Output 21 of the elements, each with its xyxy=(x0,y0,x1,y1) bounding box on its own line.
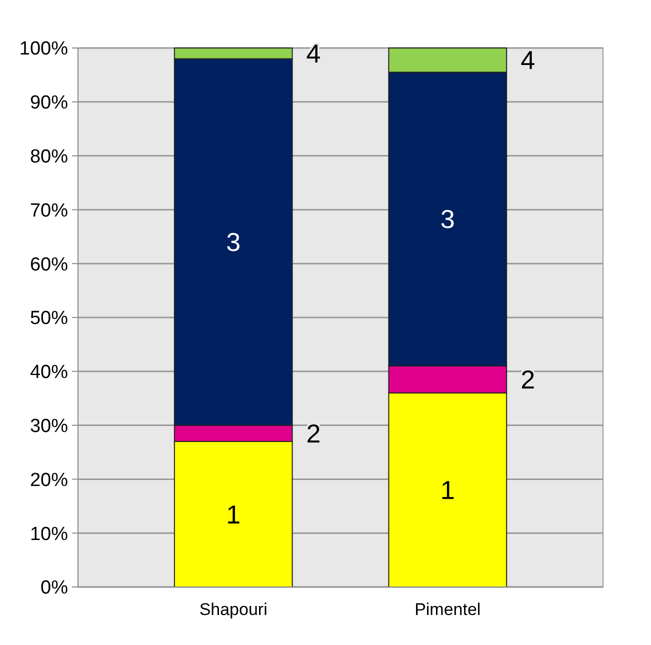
y-tick-label: 30% xyxy=(30,416,68,437)
y-tick-label: 80% xyxy=(30,146,68,168)
series-label: 2 xyxy=(306,418,321,448)
y-tick-label: 40% xyxy=(30,362,68,384)
y-tick-label: 50% xyxy=(30,308,68,330)
text: 4 xyxy=(520,45,536,76)
y-tick-label: 90% xyxy=(30,92,68,114)
series-label: 1 xyxy=(226,499,241,530)
text: 1 xyxy=(440,475,455,506)
text: 2 xyxy=(520,364,536,395)
series-label: 4 xyxy=(306,38,321,68)
series-label: 3 xyxy=(226,227,241,258)
y-tick-label: 20% xyxy=(30,470,68,491)
y-tick-label: 100% xyxy=(19,38,68,60)
y-tick-label: 70% xyxy=(30,200,68,222)
y-tick-label: 60% xyxy=(30,254,68,276)
text: 3 xyxy=(440,204,455,234)
x-tick-label: Shapouri xyxy=(199,600,268,619)
y-tick-label: 0% xyxy=(40,578,68,599)
y-tick-label: 10% xyxy=(30,524,68,545)
x-tick-label: Pimentel xyxy=(414,600,481,619)
